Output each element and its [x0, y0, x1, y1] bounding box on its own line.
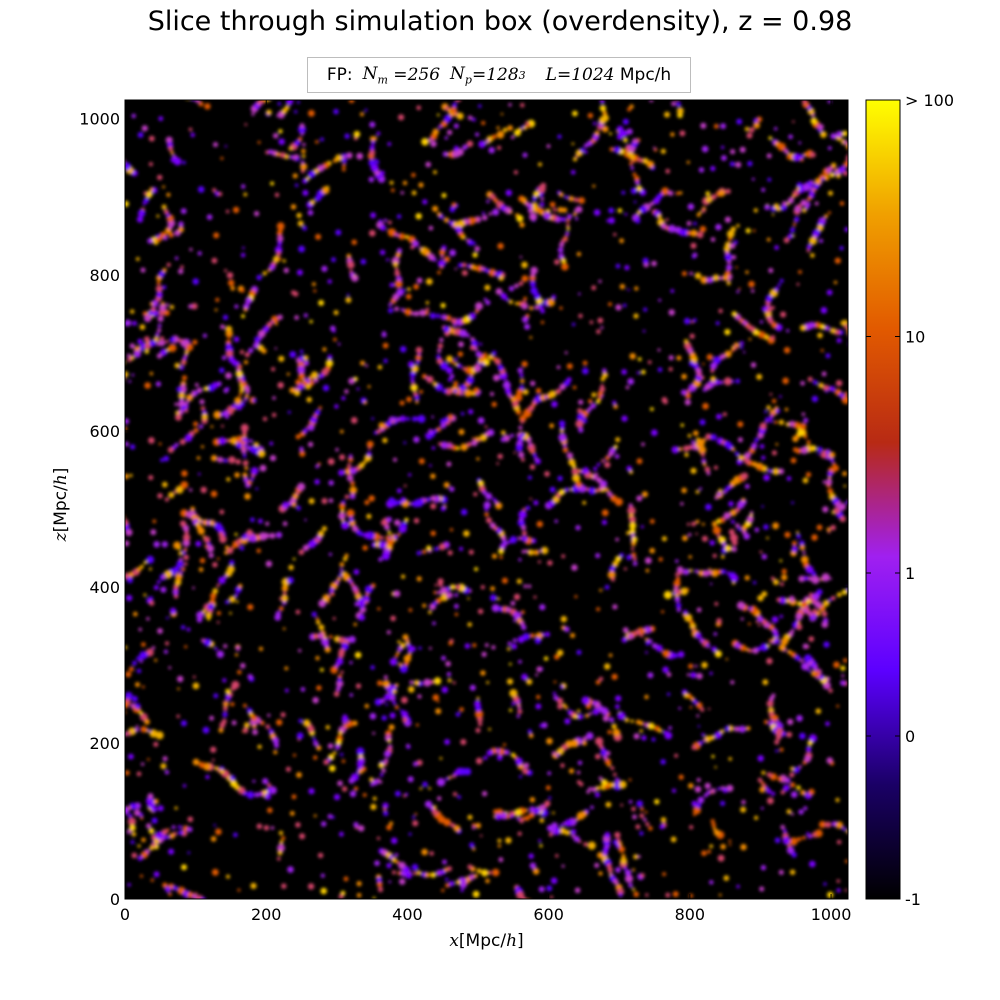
chart-title: Slice through simulation box (overdensit… — [147, 6, 853, 37]
x-tick-label: 400 — [392, 905, 423, 924]
plot-frame — [124, 99, 849, 900]
x-tick-label: 0 — [120, 905, 130, 924]
x-tick-label: 600 — [533, 905, 564, 924]
y-tick-label: 1000 — [79, 110, 120, 129]
x-tick-label: 200 — [251, 905, 282, 924]
y-tick-label: 800 — [89, 266, 120, 285]
legend-l-unit: Mpc/h — [619, 65, 672, 85]
y-axis: 0 200 400 600 800 1000 — [79, 110, 848, 909]
y-tick-label: 400 — [89, 578, 120, 597]
legend-box: FP: Nm = 256 Np = 128 3 L = 1024 Mpc/h — [307, 57, 691, 93]
y-tick-label: 200 — [89, 734, 120, 753]
colorbar-tick-label: > 100 — [905, 91, 954, 110]
legend-l-value: 1024 — [571, 65, 615, 85]
y-tick-label: 0 — [110, 890, 120, 909]
y-axis-label: z[Mpc/h] — [51, 468, 71, 543]
colorbar-tick-label: 1 — [905, 564, 915, 583]
density-field — [125, 100, 848, 899]
legend-nm-symbol: Nm — [362, 63, 388, 87]
colorbar — [865, 99, 901, 900]
legend-prefix: FP: — [326, 65, 353, 85]
colorbar-tick-label: -1 — [905, 890, 921, 909]
legend-nm-value: 256 — [407, 65, 441, 85]
colorbar-tick-label: 0 — [905, 727, 915, 746]
legend-np-exponent: 3 — [518, 68, 526, 82]
x-axis: 0 200 400 600 800 1000 — [120, 100, 852, 924]
y-tick-label: 600 — [89, 422, 120, 441]
colorbar-ticks: -1 0 1 10 > 100 — [866, 91, 954, 909]
x-axis-label: x[Mpc/h] — [449, 931, 523, 951]
legend-np-value: 128 — [486, 65, 519, 85]
legend-np-symbol: Np — [450, 63, 472, 87]
colorbar-tick-label: 10 — [905, 328, 925, 347]
x-tick-label: 1000 — [811, 905, 852, 924]
legend-l-symbol: L — [545, 65, 557, 85]
x-tick-label: 800 — [675, 905, 706, 924]
